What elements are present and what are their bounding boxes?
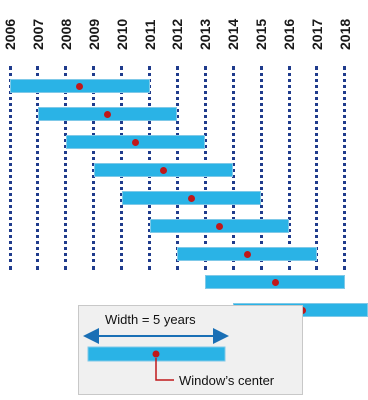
year-label-2011: 2011 xyxy=(141,19,158,50)
year-line-2018 xyxy=(343,66,347,270)
year-label-2014: 2014 xyxy=(225,18,242,50)
center-label: Window’s center xyxy=(179,373,275,388)
width-label: Width = 5 years xyxy=(105,312,196,327)
legend-center-dot xyxy=(152,350,160,358)
window-center-dot xyxy=(215,222,223,230)
year-label-2012: 2012 xyxy=(169,18,186,50)
center-pointer-line xyxy=(155,358,174,381)
window-center-dot xyxy=(76,82,84,90)
window-center-dot xyxy=(132,138,140,146)
year-line-2007 xyxy=(36,66,40,270)
window-center-dot xyxy=(271,278,279,286)
year-label-2016: 2016 xyxy=(281,18,297,50)
window-center-dot xyxy=(159,166,167,174)
year-line-2016 xyxy=(287,66,291,270)
year-line-2015 xyxy=(259,66,263,270)
year-line-2006 xyxy=(8,66,12,270)
legend-box: Width = 5 years Window’s center xyxy=(78,305,303,395)
window-center-dot xyxy=(104,110,112,118)
year-line-2017 xyxy=(315,66,319,270)
year-label-2006: 2006 xyxy=(2,18,18,50)
year-label-2008: 2008 xyxy=(57,18,74,50)
year-line-2014 xyxy=(231,66,235,270)
year-line-2008 xyxy=(64,66,68,270)
legend-graphics xyxy=(83,328,229,381)
year-label-2017: 2017 xyxy=(308,18,325,50)
year-label-2010: 2010 xyxy=(113,18,130,50)
year-label-2009: 2009 xyxy=(85,18,102,50)
window-center-dot xyxy=(187,194,195,202)
year-label-2015: 2015 xyxy=(253,18,270,50)
year-label-2007: 2007 xyxy=(29,18,46,50)
window-center-dot xyxy=(243,250,251,258)
year-label-2013: 2013 xyxy=(197,18,214,50)
year-label-2018: 2018 xyxy=(336,18,353,50)
